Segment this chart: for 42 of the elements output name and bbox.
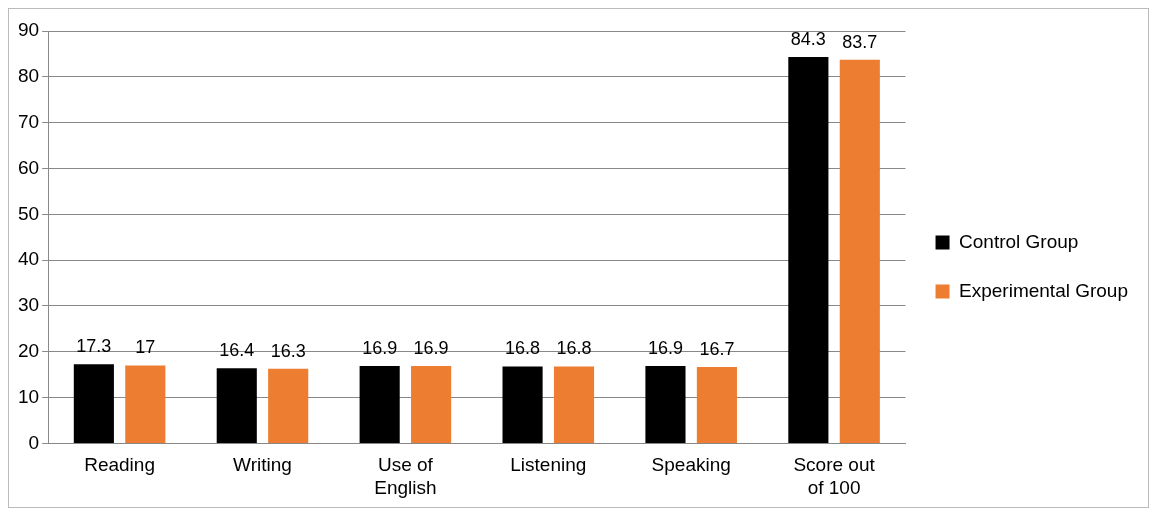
y-tick-label: 30 [17,294,40,316]
bar [125,365,166,443]
data-label: 16.9 [647,337,683,358]
y-tick-label: 0 [28,431,40,453]
y-tick-label: 10 [17,385,40,407]
bar [502,366,543,443]
data-label: 83.7 [842,31,878,52]
data-label: 16.9 [413,337,449,358]
bar [268,368,309,443]
data-label: 16.3 [270,340,306,361]
bar [553,366,595,443]
x-tick-label: Speaking [651,454,731,476]
x-tick-label: Score out of 100 [793,454,876,498]
x-tick-label: Use of English [374,454,437,498]
bar [411,365,452,443]
legend-label: Experimental Group [959,279,1128,301]
bar [696,366,737,443]
y-tick-label: 60 [17,156,40,178]
data-label: 17.3 [76,336,112,357]
y-tick-label: 80 [17,65,40,87]
y-tick-label: 40 [17,248,40,270]
data-label: 16.9 [362,337,398,358]
x-tick-label: Writing [233,454,292,476]
y-tick-label: 50 [17,202,40,224]
legend-label: Control Group [959,230,1079,252]
x-tick-label: Reading [84,454,155,476]
data-label: 84.3 [790,29,826,50]
data-label: 16.8 [556,338,592,359]
y-tick-label: 70 [17,110,40,132]
data-label: 16.7 [699,338,735,359]
bar [645,365,686,443]
bar [359,365,400,443]
x-tick-label: Listening [510,454,587,476]
data-label: 16.8 [505,338,541,359]
bar [839,59,880,443]
data-label: 16.4 [219,340,255,361]
bar [788,57,829,443]
y-tick-label: 90 [17,19,40,41]
bar [216,368,257,443]
bar [73,364,114,443]
data-label: 17 [135,337,156,358]
y-tick-label: 20 [17,339,40,361]
